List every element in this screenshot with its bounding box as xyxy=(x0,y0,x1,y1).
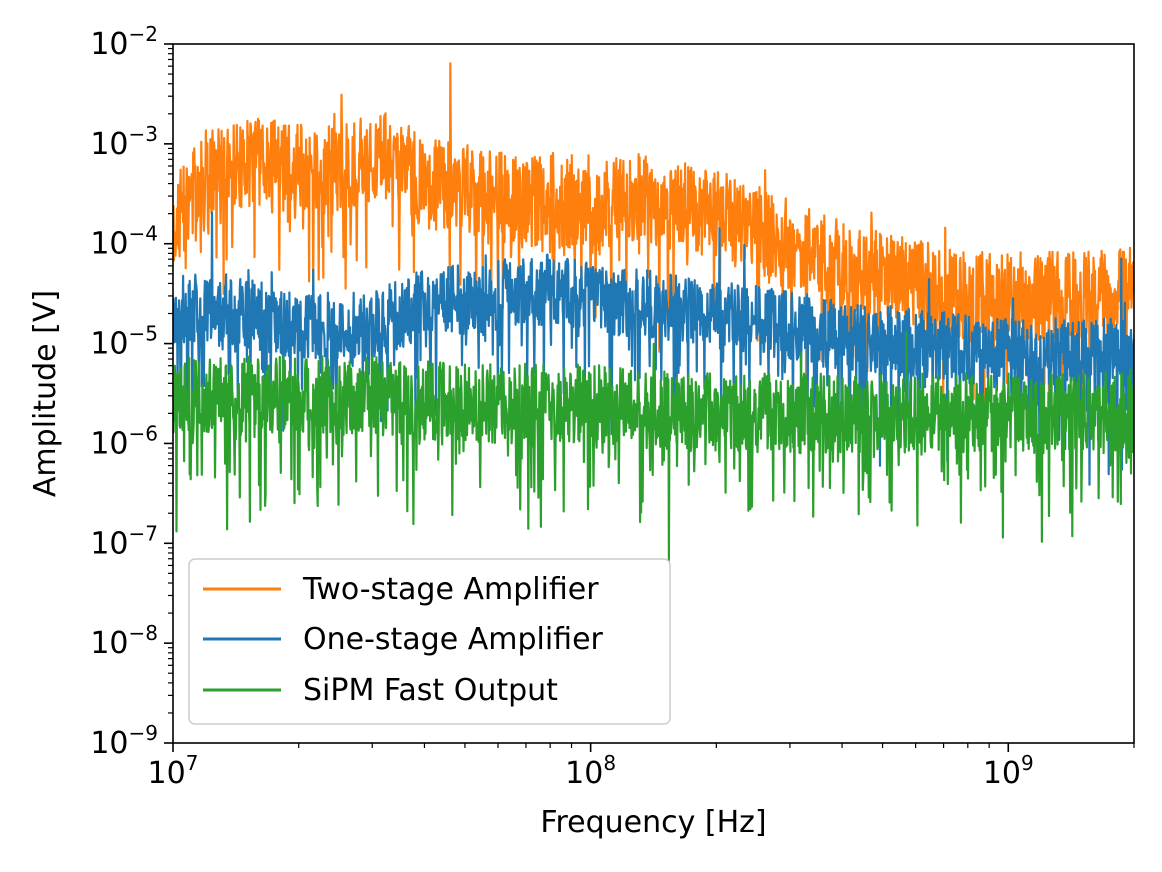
y-axis-ticks: 10−9 10−8 10−7 10−6 10−5 10−4 10−3 10−2 xyxy=(90,22,173,761)
y-tick-label: 10−4 xyxy=(90,222,158,262)
x-axis-ticks: 107 108 109 xyxy=(148,743,1135,791)
plot-frame xyxy=(172,43,1135,744)
legend-label-one-stage: One-stage Amplifier xyxy=(303,622,604,657)
y-tick-label: 10−2 xyxy=(90,22,158,62)
x-tick-label: 108 xyxy=(565,751,616,791)
y-tick-label: 10−9 xyxy=(90,721,158,761)
x-axis-label: Frequency [Hz] xyxy=(540,805,766,840)
legend-box xyxy=(188,558,671,725)
y-tick-label: 10−6 xyxy=(90,421,158,461)
plot-area xyxy=(172,43,1135,744)
series-line-sipm-fast-output xyxy=(173,331,1134,562)
legend: Two-stage Amplifier One-stage Amplifier … xyxy=(188,558,671,725)
y-tick-label: 10−5 xyxy=(90,322,158,362)
x-tick-label: 107 xyxy=(148,751,199,791)
legend-label-two-stage: Two-stage Amplifier xyxy=(302,572,599,607)
y-tick-label: 10−7 xyxy=(90,521,158,561)
y-tick-label: 10−8 xyxy=(90,621,158,661)
y-axis-label: Amplitude [V] xyxy=(28,290,63,497)
y-tick-label: 10−3 xyxy=(90,122,158,162)
x-tick-label: 109 xyxy=(983,751,1034,791)
series-line-one-stage-amplifier xyxy=(173,211,1134,486)
series-layer xyxy=(173,62,1134,562)
legend-label-sipm: SiPM Fast Output xyxy=(303,673,558,708)
